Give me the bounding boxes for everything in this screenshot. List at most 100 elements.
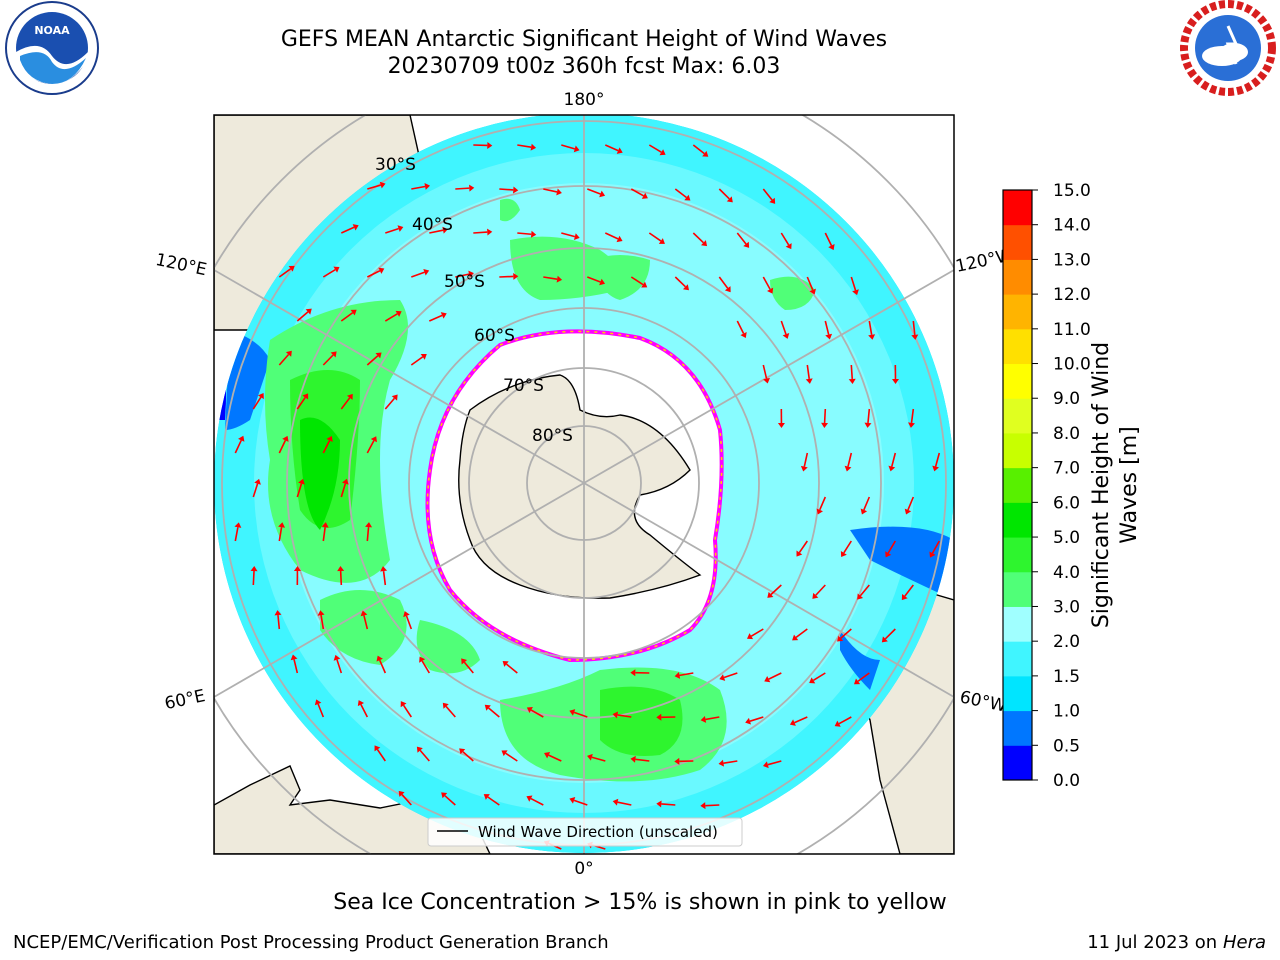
wave-direction-arrow-shaft (767, 760, 782, 766)
wave-direction-arrow-head (379, 181, 386, 189)
wave-direction-arrow-head (726, 196, 733, 203)
colorbar-segment (1003, 675, 1032, 712)
wave-direction-arrow-head (305, 308, 312, 315)
wave-direction-arrow-head (530, 230, 537, 238)
wave-direction-arrow-shaft (823, 408, 827, 424)
wave-direction-arrow-shaft (794, 716, 808, 724)
wave-direction-arrow-shaft (234, 527, 239, 542)
wave-direction-arrow-head (380, 566, 388, 572)
wave-direction-arrow-head (763, 377, 770, 384)
wave-direction-arrow-head (658, 238, 665, 244)
wave-direction-arrow-head (513, 186, 519, 194)
wave-direction-arrow-head (459, 748, 466, 755)
wind-wave-arrows (234, 141, 941, 850)
colorbar-tick-label: 4.0 (1053, 563, 1080, 583)
wave-direction-arrow-head (891, 378, 899, 384)
wave-direction-arrow-head (769, 197, 776, 204)
wave-direction-arrow-head (740, 331, 747, 339)
wave-direction-arrow-shaft (473, 231, 488, 234)
colorbar-label: Significant Height of Wind Waves [m] (1089, 341, 1142, 629)
wave-direction-arrow-head (587, 753, 593, 761)
wave-direction-arrow-head (777, 422, 785, 428)
wave-direction-arrow-head (254, 478, 261, 485)
footer-date-text: 11 Jul 2023 on (1087, 932, 1218, 953)
wave-direction-arrow-head (641, 192, 648, 199)
wave-direction-arrow-head (333, 266, 340, 273)
wave-direction-arrow-head (403, 611, 410, 618)
wave-direction-arrow-head (656, 800, 662, 808)
wave-direction-arrow-head (423, 268, 430, 276)
wave-direction-arrow-head (370, 436, 377, 443)
wave-direction-arrow-head (767, 287, 774, 294)
wave-direction-arrow-shaft (617, 714, 632, 718)
wave-direction-arrow-head (932, 465, 940, 472)
colorbar-tick-label: 1.5 (1053, 667, 1080, 687)
colorbar-segment (1003, 294, 1032, 330)
wave-direction-arrow-head (864, 422, 872, 428)
wave-direction-arrow-shaft (635, 758, 650, 762)
wave-direction-arrow-head (375, 352, 382, 359)
wave-direction-arrow-shaft (838, 716, 852, 725)
wave-direction-arrow-shaft (795, 628, 808, 639)
wave-direction-arrow-head (487, 141, 493, 149)
wave-direction-arrow-shaft (322, 268, 336, 278)
wave-direction-arrow-head (469, 184, 475, 192)
wave-direction-arrow-shaft (360, 704, 369, 718)
wave-direction-arrow-head (288, 265, 295, 272)
wave-direction-arrow-shaft (798, 540, 808, 553)
wave-direction-arrow-shaft (674, 188, 687, 199)
wave-direction-arrow-shaft (339, 570, 343, 586)
wave-direction-arrow-head (834, 720, 841, 727)
wave-direction-arrow-head (700, 802, 706, 810)
wave-direction-arrow-shaft (749, 716, 764, 722)
wave-direction-arrow-head (812, 592, 819, 599)
wave-direction-arrow-shaft (604, 144, 619, 152)
wave-direction-arrow-head (374, 745, 381, 752)
wave-direction-arrow-shaft (234, 439, 242, 454)
wave-direction-arrow-head (337, 566, 345, 572)
wave-direction-arrow-shaft (402, 704, 412, 718)
wave-direction-arrow-head (745, 717, 752, 725)
wave-direction-arrow-shaft (340, 483, 347, 498)
wave-direction-arrow-head (257, 393, 264, 400)
wave-direction-arrow-head (314, 699, 322, 706)
lat-label-40s: 40°S (412, 215, 453, 235)
wave-direction-arrow-shaft (674, 276, 686, 288)
wave-direction-arrow-shaft (410, 356, 424, 366)
wave-direction-arrow-head (700, 715, 707, 723)
wave-direction-arrow-head (616, 235, 623, 243)
chart-subtitle: 20230709 t00z 360h fcst Max: 6.03 (387, 54, 781, 79)
colorbar-segment (1003, 710, 1032, 746)
wave-direction-arrow-head (599, 278, 606, 286)
wave-direction-arrow-shaft (530, 797, 544, 806)
wave-direction-arrow-head (852, 289, 859, 296)
colorbar-tick-label: 0.0 (1053, 771, 1080, 791)
wave-direction-arrow-shaft (910, 408, 915, 423)
colorbar-segment (1003, 224, 1032, 260)
wave-direction-arrow-shaft (806, 276, 814, 291)
wave-direction-arrow-shaft (340, 226, 355, 234)
wave-direction-arrow-shaft (803, 452, 809, 467)
wave-direction-arrow-shaft (428, 314, 443, 322)
wave-direction-arrow-shaft (252, 396, 262, 410)
wave-direction-arrow-shaft (561, 232, 576, 238)
wave-direction-arrow-shaft (768, 672, 782, 680)
wave-direction-arrow-head (333, 654, 341, 661)
wave-direction-arrow-shaft (277, 614, 281, 630)
wave-direction-arrow-head (468, 270, 474, 278)
wave-direction-arrow-head (483, 794, 490, 800)
wave-direction-arrow-head (461, 658, 468, 665)
wave-direction-arrow-shaft (591, 756, 606, 762)
colorbar-tick-label: 6.0 (1053, 493, 1080, 513)
wave-direction-arrow-shaft (617, 801, 632, 806)
wave-direction-arrow-head (682, 284, 689, 291)
wave-direction-arrow-shaft (488, 707, 500, 718)
wave-direction-arrow-shaft (780, 320, 787, 335)
wave-direction-arrow-head (837, 635, 844, 642)
wave-direction-arrow-head (630, 755, 636, 763)
wave-direction-arrow-head (440, 312, 447, 319)
wave-direction-arrow-head (659, 149, 666, 156)
wave-direction-arrow-head (342, 478, 349, 485)
latitude-labels: 30°S 40°S 50°S 60°S 70°S 80°S (375, 155, 573, 446)
wave-direction-arrow-head (782, 333, 790, 339)
